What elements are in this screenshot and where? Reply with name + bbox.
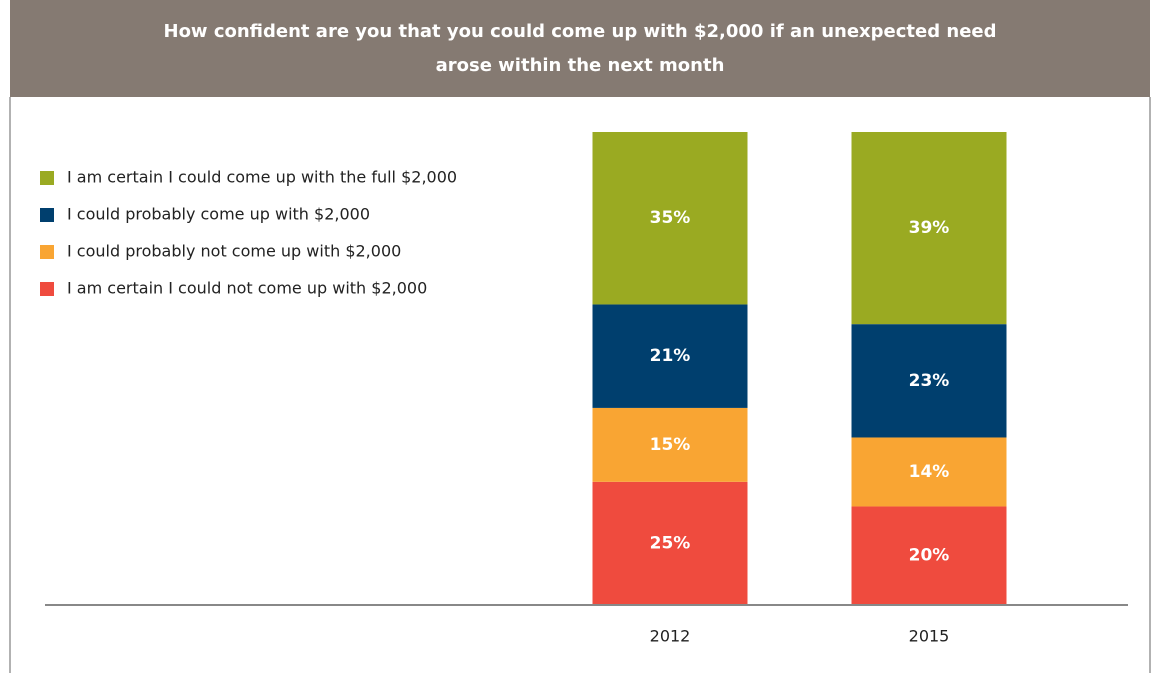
bar-segment: [851, 437, 1007, 507]
legend-label: I am certain I could not come up with $2…: [67, 279, 427, 298]
bar-segment: [851, 506, 1007, 605]
value-label: 23%: [909, 371, 950, 391]
legend-swatch: [40, 282, 54, 296]
legend-label: I could probably not come up with $2,000: [67, 242, 401, 261]
legend-swatch: [40, 208, 54, 222]
header: How confident are you that you could com…: [10, 0, 1150, 97]
value-label: 14%: [909, 462, 950, 482]
x-tick-label: 2015: [909, 627, 950, 646]
legend-swatch: [40, 245, 54, 259]
legend-label: I could probably come up with $2,000: [67, 205, 370, 224]
chart-title: How confident are you that you could com…: [163, 20, 997, 76]
legend-label: I am certain I could come up with the fu…: [67, 168, 457, 187]
value-label: 35%: [650, 208, 691, 228]
bar-segment: [592, 304, 748, 408]
bar-segment: [851, 324, 1007, 438]
bar-segment: [592, 132, 748, 305]
legend-swatch: [40, 171, 54, 185]
value-label: 15%: [650, 435, 691, 455]
value-label: 25%: [650, 533, 691, 553]
bar-segment: [592, 407, 748, 482]
value-label: 21%: [650, 346, 691, 366]
bar-segment: [592, 481, 748, 605]
x-tick-label: 2012: [650, 627, 691, 646]
value-label: 39%: [909, 218, 950, 238]
value-label: 20%: [909, 546, 950, 566]
bar-segment: [851, 132, 1007, 325]
